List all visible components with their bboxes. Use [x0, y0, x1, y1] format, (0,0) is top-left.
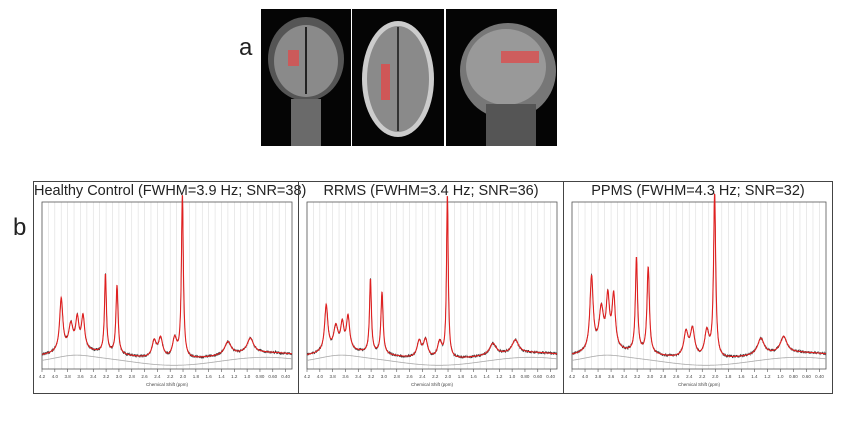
x-tick-label: 4.0 — [52, 374, 59, 379]
x-tick-label: 4.2 — [569, 374, 576, 379]
x-tick-label: 3.4 — [90, 374, 97, 379]
x-tick-label: 4.0 — [317, 374, 324, 379]
x-tick-label: 2.0 — [445, 374, 452, 379]
x-axis-label: Chemical Shift (ppm) — [411, 382, 454, 387]
x-tick-label: 1.2 — [764, 374, 771, 379]
x-tick-label: 0.80 — [256, 374, 265, 379]
baseline-curve — [41, 354, 292, 366]
x-tick-label: 0.40 — [281, 374, 290, 379]
x-axis-label: Chemical Shift (ppm) — [678, 382, 721, 387]
x-tick-label: 0.40 — [815, 374, 824, 379]
x-tick-label: 3.0 — [381, 374, 388, 379]
x-tick-label: 2.8 — [129, 374, 136, 379]
x-tick-label: 3.6 — [342, 374, 349, 379]
x-tick-label: 1.6 — [738, 374, 745, 379]
x-tick-label: 0.60 — [802, 374, 811, 379]
x-tick-label: 3.2 — [368, 374, 375, 379]
x-tick-label: 2.2 — [699, 374, 706, 379]
x-tick-label: 3.6 — [608, 374, 615, 379]
panel-b-label: b — [13, 214, 27, 241]
x-tick-label: 2.8 — [660, 374, 667, 379]
x-tick-label: 4.2 — [304, 374, 311, 379]
x-tick-label: 3.0 — [647, 374, 654, 379]
x-tick-label: 1.0 — [777, 374, 784, 379]
panel-a-label: a — [239, 34, 253, 61]
x-tick-label: 0.40 — [546, 374, 555, 379]
x-tick-label: 2.0 — [712, 374, 719, 379]
x-tick-label: 1.4 — [218, 374, 225, 379]
spectrum-panel-rrms: RRMS (FWHM=3.4 Hz; SNR=36) 4.2 4.0 3.8 3.6 3… — [299, 182, 563, 393]
x-tick-label: 2.0 — [180, 374, 187, 379]
plot-frame — [41, 201, 293, 370]
x-tick-label: 3.0 — [116, 374, 123, 379]
x-tick-label: 3.6 — [77, 374, 84, 379]
baseline-curve — [571, 354, 826, 366]
plot-frame — [306, 201, 558, 370]
x-tick-label: 1.6 — [471, 374, 478, 379]
x-tick-label: 3.4 — [621, 374, 628, 379]
x-tick-label: 3.8 — [595, 374, 602, 379]
x-tick-label: 1.0 — [244, 374, 251, 379]
baseline-curve — [306, 354, 557, 366]
plot-frame — [571, 201, 827, 370]
mri-sagittal-image — [446, 9, 557, 146]
x-tick-label: 1.2 — [496, 374, 503, 379]
x-tick-label: 1.8 — [193, 374, 200, 379]
spectrum-panel-healthy: Healthy Control (FWHM=3.9 Hz; SNR=38) 4.… — [34, 182, 307, 393]
spectrum-panel-ppms: PPMS (FWHM=4.3 Hz; SNR=32) 4.2 4.0 3.8 3.6 3… — [564, 182, 832, 393]
spectrum-title: Healthy Control (FWHM=3.9 Hz; SNR=38) — [34, 183, 307, 199]
spectrum-plot: 4.2 4.0 3.8 3.6 3.4 3.2 3.0 2.8 2.6 2.4 2.2 2.0 1.8 1… — [304, 195, 558, 387]
x-axis-label: Chemical Shift (ppm) — [146, 382, 189, 387]
spectra-box: Healthy Control (FWHM=3.9 Hz; SNR=38) 4.… — [33, 181, 833, 394]
spectrum-plot: 4.2 4.0 3.8 3.6 3.4 3.2 3.0 2.8 2.6 2.4 2.2 2.0 1.8 1… — [569, 193, 827, 387]
x-tick-label: 2.4 — [686, 374, 693, 379]
fit-curve — [41, 194, 292, 358]
data-curve — [41, 195, 293, 359]
x-tick-label: 0.60 — [268, 374, 277, 379]
x-tick-label: 1.2 — [231, 374, 238, 379]
x-tick-label: 0.80 — [789, 374, 798, 379]
x-tick-label: 4.0 — [582, 374, 589, 379]
x-tick-label: 3.2 — [634, 374, 641, 379]
x-tick-label: 0.80 — [521, 374, 530, 379]
fit-curve — [306, 195, 557, 358]
mri-axial-image — [352, 9, 444, 146]
x-tick-label: 2.6 — [673, 374, 680, 379]
spectrum-title: RRMS (FWHM=3.4 Hz; SNR=36) — [323, 183, 539, 199]
x-tick-label: 3.8 — [65, 374, 72, 379]
x-tick-label: 1.0 — [509, 374, 516, 379]
x-tick-label: 1.4 — [483, 374, 490, 379]
x-tick-label: 1.4 — [751, 374, 758, 379]
spectrum-title: PPMS (FWHM=4.3 Hz; SNR=32) — [591, 183, 805, 199]
x-tick-label: 4.2 — [39, 374, 46, 379]
x-tick-label: 1.8 — [458, 374, 465, 379]
x-tick-label: 2.6 — [406, 374, 413, 379]
x-tick-label: 2.4 — [419, 374, 426, 379]
x-tick-label: 2.2 — [167, 374, 174, 379]
x-tick-label: 3.8 — [330, 374, 337, 379]
x-tick-label: 2.8 — [394, 374, 401, 379]
x-tick-label: 1.8 — [725, 374, 732, 379]
x-tick-label: 0.60 — [533, 374, 542, 379]
fit-curve — [571, 193, 826, 357]
x-tick-label: 3.2 — [103, 374, 110, 379]
spectrum-plot: 4.2 4.0 3.8 3.6 3.4 3.2 3.0 2.8 2.6 2.4 2.2 2.0 1.8 1… — [39, 194, 293, 387]
x-tick-label: 2.4 — [154, 374, 161, 379]
divider — [563, 182, 564, 393]
x-tick-label: 3.4 — [355, 374, 362, 379]
x-tick-label: 1.6 — [206, 374, 213, 379]
data-curve — [306, 196, 558, 359]
x-tick-label: 2.6 — [141, 374, 148, 379]
mri-coronal-image — [261, 9, 351, 146]
data-curve — [571, 193, 827, 359]
x-tick-label: 2.2 — [432, 374, 439, 379]
divider — [298, 182, 299, 393]
